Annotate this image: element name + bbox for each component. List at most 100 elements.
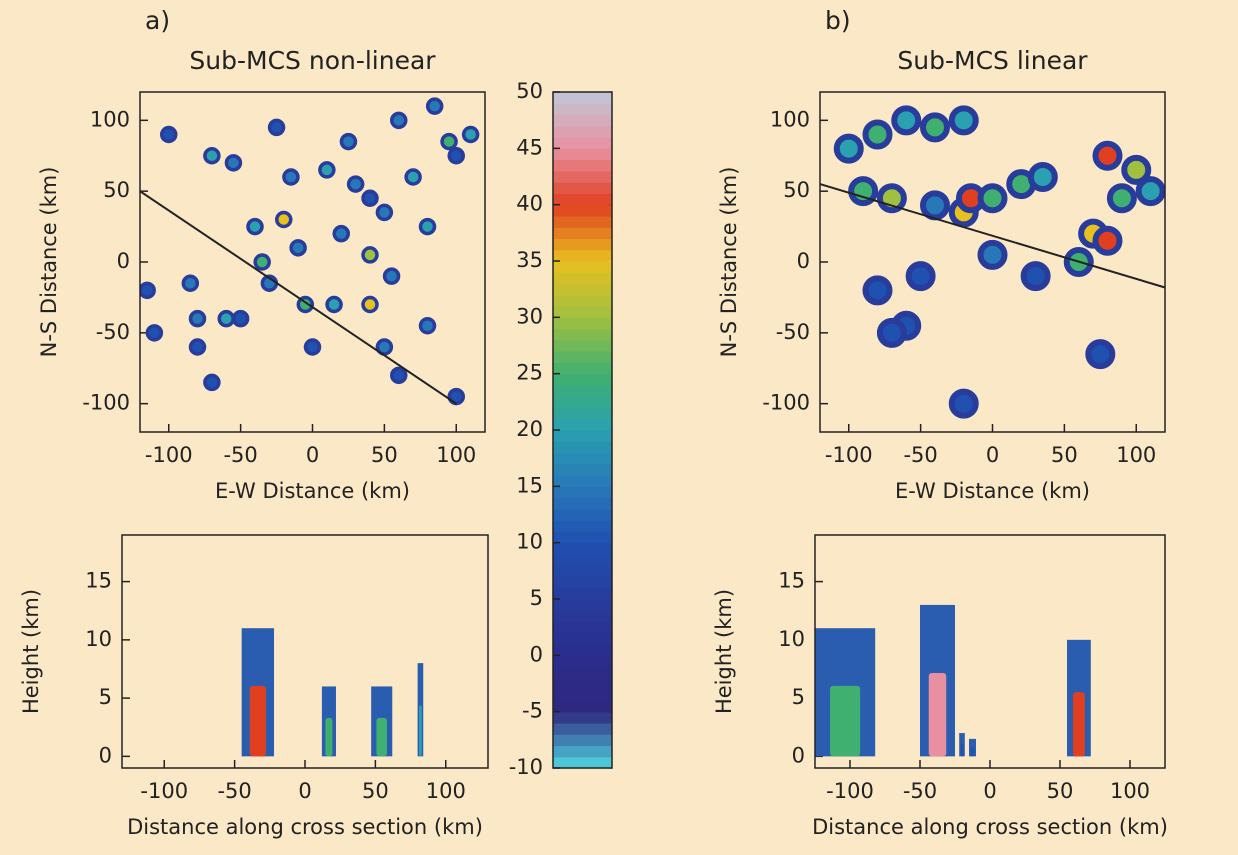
plot-area [241,628,424,757]
echo-cell [948,105,979,136]
echo-core [830,685,861,757]
echo-cell [390,111,408,130]
echo-cell [332,224,350,243]
echo-cell [920,190,950,221]
color-step [553,261,612,273]
y-tick-label: 15 [778,569,805,593]
color-step [553,621,612,634]
color-step [553,576,612,589]
echo-cell [390,366,408,385]
color-step [553,553,612,566]
y-tick-label: 0 [797,249,810,273]
color-step [553,711,612,724]
x-tick-label: -50 [223,443,257,467]
echo-cell [977,183,1008,214]
echo-cell [375,338,394,356]
echo-core [376,717,387,757]
color-step [553,734,612,747]
echo-cell [447,147,465,165]
plot-area [833,105,1165,419]
color-step [553,114,612,127]
x-tick-label: 0 [298,779,311,803]
y-tick-label: 10 [85,627,112,651]
x-tick-label: 0 [306,443,319,467]
color-step [553,339,612,352]
x-axis-label: Distance along cross section (km) [812,815,1168,839]
echo-cell [217,309,235,328]
color-step [553,227,612,240]
color-key [608,654,612,657]
echo-cell [948,388,979,419]
color-step [553,418,612,431]
cross-section-line [139,190,457,405]
echo-cell [1092,140,1123,171]
y-tick-label: 20 [516,417,543,441]
color-step [553,520,612,532]
x-tick-label: 0 [986,443,999,467]
color-step [553,610,612,623]
echo-core [419,705,422,757]
echo-cell [246,217,264,236]
echo-cell [404,168,422,186]
color-step [553,497,612,510]
echo-cell [425,97,444,115]
y-tick-label: 50 [783,178,810,202]
x-tick-label: -50 [903,443,937,467]
echo-cell [289,239,307,257]
echo-cell [361,295,379,314]
echo-cell [1121,154,1152,185]
color-step [553,565,612,578]
color-key [608,429,612,431]
color-key [608,203,612,206]
color-step [553,531,612,544]
y-axis-label: N-S Distance (km) [717,167,741,358]
color-step [553,475,612,487]
x-tick-label: -100 [826,779,874,803]
x-axis-label: E-W Distance (km) [895,479,1090,503]
echo-cell [346,175,365,193]
echo-cell [920,112,950,143]
plot-frame [819,91,1166,433]
color-step [553,407,612,420]
color-step [553,430,612,442]
y-tick-label: 100 [90,107,130,131]
echo-cell [1027,162,1058,192]
color-step [553,677,612,690]
color-key [608,598,612,600]
color-step [553,317,612,330]
echo-cell [318,161,336,179]
color-step [553,215,612,228]
y-tick-label: 45 [516,135,543,159]
color-step [553,689,612,701]
x-tick-label: -100 [145,443,193,467]
echo-cell [375,203,394,222]
echo-cell [905,261,936,292]
plot-area [815,604,1091,757]
color-step [553,137,612,149]
y-tick-label: -10 [509,755,543,779]
echo-cell [1092,225,1123,256]
echo-cell [181,274,200,292]
y-tick-label: 5 [530,586,543,610]
echo-core [928,673,947,757]
color-step [553,193,612,206]
color-step [553,441,612,454]
color-step [553,294,612,307]
y-tick-label: -100 [82,391,130,415]
echo-cell [282,168,300,186]
echo-cell [862,275,893,306]
color-step [553,542,612,555]
color-step [553,508,612,521]
color-step [553,204,612,217]
echo-core [970,746,975,757]
y-tick-label: 0 [792,743,805,767]
color-step [553,463,612,476]
chart-title: Sub-MCS linear [897,46,1088,75]
x-tick-label: -50 [217,779,251,803]
echo-cell [876,317,907,348]
echo-cell [382,267,401,285]
color-step [553,283,612,296]
y-tick-label: 25 [516,361,543,385]
y-tick-label: 5 [99,685,112,709]
